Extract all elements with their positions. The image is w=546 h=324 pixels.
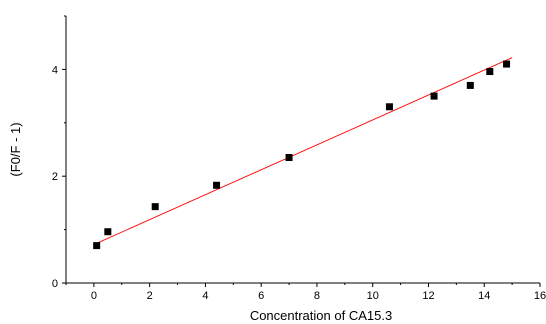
y-ticks: 0 2 4 <box>52 15 66 290</box>
data-point <box>385 103 393 111</box>
x-tick-label: 8 <box>314 290 320 302</box>
y-tick-label: 2 <box>52 171 58 183</box>
x-tick-label: 12 <box>422 290 434 302</box>
fit-line-group <box>93 57 513 245</box>
data-points <box>93 60 511 250</box>
x-tick-label: 16 <box>534 290 546 302</box>
data-point <box>151 203 159 211</box>
linear-fit-line <box>93 57 513 245</box>
data-point <box>430 92 438 100</box>
x-tick-label: 6 <box>258 290 264 302</box>
data-point <box>213 181 221 189</box>
y-tick-label: 0 <box>52 278 58 290</box>
axes <box>65 16 540 284</box>
y-axis-title: (F0/F - 1) <box>8 122 23 176</box>
data-point <box>104 228 112 236</box>
data-point <box>285 154 293 162</box>
x-ticks: 0 2 4 6 8 10 12 14 16 <box>65 283 546 302</box>
data-point <box>466 81 474 89</box>
x-tick-label: 14 <box>478 290 490 302</box>
x-tick-label: 4 <box>202 290 208 302</box>
x-tick-label: 0 <box>91 290 97 302</box>
data-point <box>93 242 101 250</box>
data-point <box>503 60 511 68</box>
y-tick-label: 4 <box>52 64 58 76</box>
x-tick-label: 10 <box>367 290 379 302</box>
x-tick-label: 2 <box>147 290 153 302</box>
data-point <box>486 68 494 76</box>
x-axis-title: Concentration of CA15.3 <box>250 308 392 323</box>
